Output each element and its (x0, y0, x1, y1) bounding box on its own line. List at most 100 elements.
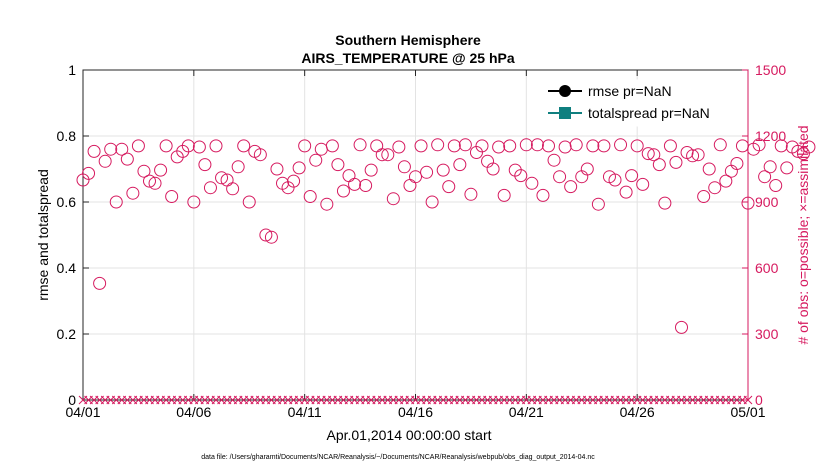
x-tick-label: 04/16 (398, 404, 433, 420)
right-y-tick-label: 1500 (755, 62, 786, 78)
possible-obs-point (242, 195, 256, 209)
left-y-tick-label: 0 (68, 392, 76, 408)
possible-obs-point (115, 142, 129, 156)
possible-obs-point (697, 190, 711, 203)
possible-obs-point (109, 195, 123, 209)
possible-obs-point (314, 142, 328, 156)
possible-obs-point (769, 179, 783, 192)
x-axis-label: Apr.01,2014 00:00:00 start (326, 427, 491, 443)
possible-obs-point (348, 177, 362, 191)
possible-obs-point (735, 139, 749, 153)
possible-obs-point (359, 179, 373, 192)
possible-obs-point (131, 139, 145, 153)
possible-obs-point (614, 138, 628, 152)
possible-obs-point (802, 140, 816, 154)
possible-obs-point (287, 174, 301, 188)
possible-obs-point (375, 148, 389, 162)
possible-obs-point (542, 139, 555, 153)
assimilated-obs-series (78, 395, 753, 405)
possible-obs-point (203, 181, 217, 195)
possible-obs-point (298, 139, 312, 153)
possible-obs-point (481, 154, 495, 168)
possible-obs-point (758, 170, 772, 184)
left-y-axis-label: rmse and totalspread (35, 169, 51, 301)
left-y-tick-label: 1 (68, 62, 76, 78)
possible-obs-point (492, 140, 506, 154)
possible-obs-point (353, 138, 367, 152)
possible-obs-point (675, 320, 688, 334)
possible-obs-point (586, 139, 600, 153)
possible-obs-point (530, 138, 544, 152)
possible-obs-point (425, 195, 439, 209)
possible-obs-point (669, 155, 683, 169)
possible-obs-point (187, 195, 201, 209)
left-y-tick-label: 0.6 (57, 194, 77, 210)
right-y-tick-label: 900 (755, 194, 779, 210)
possible-obs-point (719, 174, 733, 188)
possible-obs-point (165, 190, 179, 203)
possible-obs-point (553, 170, 567, 184)
possible-obs-point (303, 190, 317, 203)
right-y-axis-ticks: 0 300 600 900 1200 1500 (742, 62, 786, 408)
possible-obs-point (708, 181, 722, 195)
possible-obs-point (547, 153, 561, 167)
x-tick-label: 05/01 (730, 404, 765, 420)
possible-obs-point (608, 173, 622, 187)
possible-obs-point (447, 139, 461, 153)
possible-obs-point (226, 182, 240, 196)
possible-obs-point (420, 165, 434, 179)
possible-obs-point (713, 138, 727, 152)
possible-obs-point (525, 176, 539, 190)
right-y-tick-label: 600 (755, 260, 779, 276)
possible-obs-point (619, 185, 633, 199)
possible-obs-point (292, 161, 306, 175)
right-y-tick-label: 300 (755, 326, 779, 342)
possible-obs-point (198, 158, 212, 172)
legend: rmse pr=NaN totalspread pr=NaN (529, 79, 741, 127)
possible-obs-point (519, 138, 533, 152)
possible-obs-point (87, 144, 101, 158)
possible-obs-point (154, 163, 168, 177)
possible-obs-point (436, 163, 450, 177)
possible-obs-point (580, 162, 594, 176)
possible-obs-point (270, 162, 284, 176)
possible-obs-point (702, 162, 716, 176)
possible-obs-point (475, 139, 489, 153)
x-axis-ticks: 04/01 04/06 04/11 04/16 04/21 04/26 05/01 (65, 70, 766, 420)
possible-obs-point (431, 138, 445, 152)
possible-obs-point (641, 147, 655, 161)
possible-obs-point (625, 169, 639, 183)
x-tick-label: 04/11 (288, 404, 322, 420)
possible-obs-point (636, 177, 650, 191)
possible-obs-point (514, 169, 528, 183)
possible-obs-point (691, 148, 705, 162)
possible-obs-point (209, 139, 223, 153)
possible-obs-point (120, 152, 134, 166)
possible-obs-point (231, 160, 245, 174)
possible-obs-point (370, 139, 384, 153)
right-y-axis-label: # of obs: o=possible; ×=assimilated (795, 125, 811, 344)
left-y-axis-ticks: 0 0.2 0.4 0.6 0.8 1 (57, 62, 89, 408)
possible-obs-point (386, 192, 400, 206)
possible-obs-point (159, 139, 173, 153)
possible-obs-point (98, 154, 112, 168)
chart-subtitle: AIRS_TEMPERATURE @ 25 hPa (301, 50, 515, 66)
possible-obs-point (464, 187, 478, 201)
possible-obs-point (591, 197, 605, 211)
possible-obs-point (458, 138, 472, 152)
possible-obs-point (237, 139, 251, 153)
possible-obs-point (126, 186, 140, 200)
possible-obs-point (264, 230, 278, 244)
possible-obs-point (409, 170, 422, 184)
possible-obs-point (686, 149, 700, 163)
legend-spread-marker (559, 107, 571, 119)
x-tick-label: 04/21 (509, 404, 544, 420)
possible-obs-point (647, 148, 661, 162)
possible-obs-point (558, 140, 572, 154)
possible-obs-point (309, 153, 323, 167)
possible-obs-point (148, 176, 162, 190)
x-tick-label: 04/01 (65, 404, 100, 420)
possible-obs-point (497, 188, 511, 202)
possible-obs-point (730, 157, 744, 170)
